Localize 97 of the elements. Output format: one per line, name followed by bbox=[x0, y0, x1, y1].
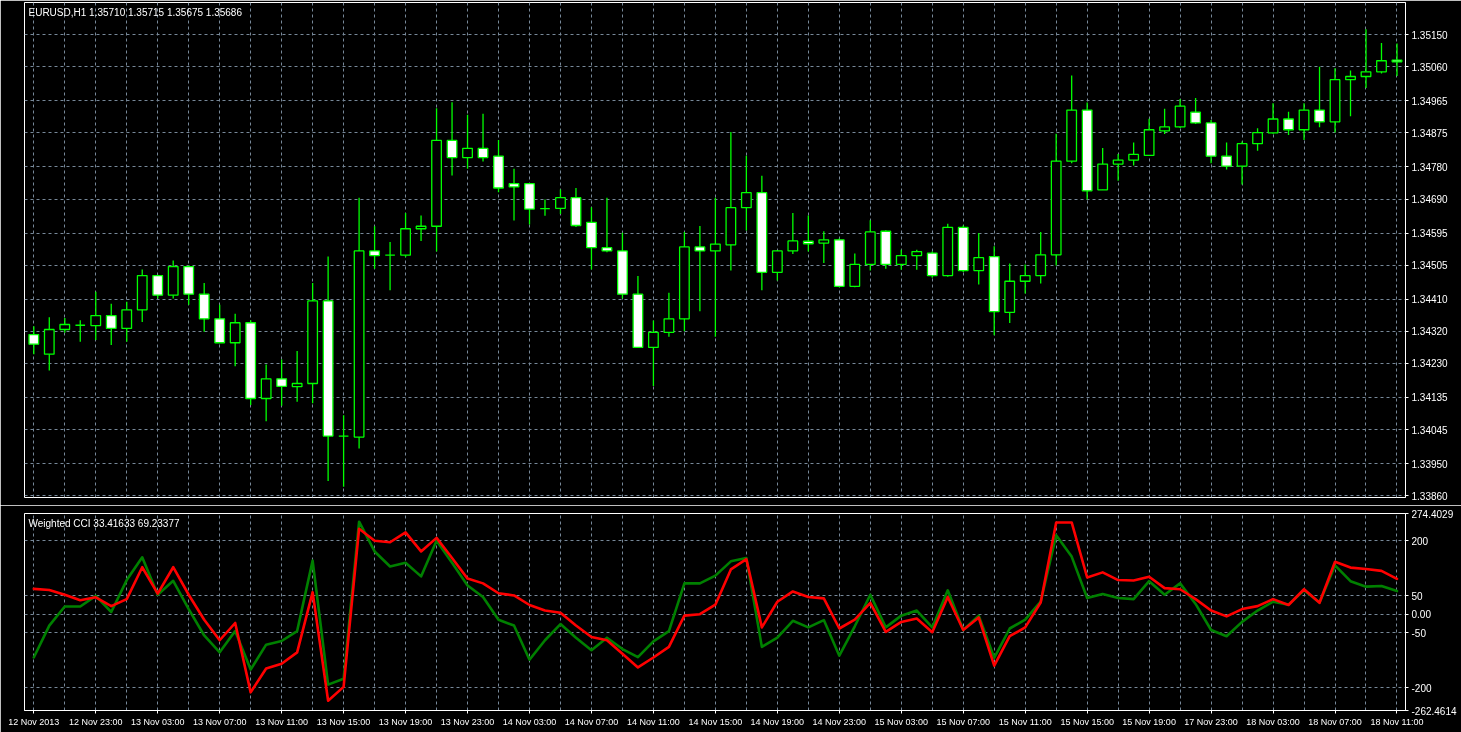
candlestick bbox=[1376, 42, 1387, 75]
x-tick-label: 13 Nov 15:00 bbox=[316, 716, 371, 727]
x-tick-label: 14 Nov 03:00 bbox=[502, 716, 557, 727]
candlestick bbox=[1190, 97, 1202, 125]
x-tick-label: 15 Nov 11:00 bbox=[998, 716, 1052, 727]
candlestick bbox=[663, 292, 675, 338]
candlestick bbox=[849, 252, 861, 288]
y-tick-label: 1.34230 bbox=[1411, 358, 1449, 370]
candlestick bbox=[818, 230, 830, 264]
candlestick bbox=[1236, 140, 1248, 186]
candlestick bbox=[1391, 42, 1403, 77]
y-tick-label: 1.34045 bbox=[1411, 424, 1449, 436]
y-tick-label: 1.34595 bbox=[1411, 228, 1449, 240]
candlestick bbox=[709, 196, 721, 338]
candlestick bbox=[260, 363, 272, 423]
y-tick-label: 1.34965 bbox=[1411, 95, 1449, 107]
candlestick bbox=[1174, 98, 1186, 129]
candlestick bbox=[601, 196, 613, 253]
x-tick-label: 12 Nov 23:00 bbox=[68, 716, 123, 727]
candlestick bbox=[462, 114, 473, 170]
candlestick bbox=[926, 250, 938, 279]
x-tick-label: 13 Nov 19:00 bbox=[378, 716, 433, 727]
x-tick-label: 15 Nov 15:00 bbox=[1060, 716, 1114, 727]
candlestick bbox=[1252, 127, 1264, 152]
candlestick bbox=[555, 188, 566, 215]
y-tick-label: -262.4614 bbox=[1411, 705, 1457, 717]
candlestick bbox=[1128, 141, 1140, 167]
x-tick-label: 18 Nov 11:00 bbox=[1370, 716, 1424, 727]
candlestick bbox=[291, 350, 303, 403]
candlestick bbox=[787, 212, 799, 255]
x-tick-label: 14 Nov 23:00 bbox=[812, 716, 867, 727]
candlestick bbox=[1019, 263, 1031, 295]
candlestick bbox=[1035, 231, 1047, 285]
x-tick-label: 17 Nov 23:00 bbox=[1184, 716, 1238, 727]
y-tick-label: 1.34875 bbox=[1411, 127, 1449, 139]
chart-title: EURUSD,H1 1.35710 1.35715 1.35675 1.35686 bbox=[28, 6, 243, 18]
y-tick-label: 1.34135 bbox=[1411, 392, 1449, 404]
x-tick-label: 13 Nov 11:00 bbox=[255, 716, 309, 727]
x-tick-label: 18 Nov 03:00 bbox=[1246, 716, 1300, 727]
candlestick bbox=[1112, 153, 1124, 182]
x-tick-label: 15 Nov 19:00 bbox=[1122, 716, 1176, 727]
x-tick-label: 13 Nov 07:00 bbox=[192, 716, 247, 727]
candlestick bbox=[1221, 141, 1233, 171]
y-tick-label: 1.33860 bbox=[1411, 490, 1449, 502]
candlestick bbox=[214, 304, 226, 344]
candlestick bbox=[694, 225, 706, 312]
candlestick bbox=[276, 358, 288, 407]
candlestick bbox=[229, 313, 241, 367]
x-tick-label: 14 Nov 19:00 bbox=[750, 716, 805, 727]
candlestick bbox=[508, 168, 520, 222]
y-tick-label: 1.35060 bbox=[1411, 61, 1449, 73]
y-tick-label: 200 bbox=[1411, 535, 1429, 547]
y-tick-label: 274.4029 bbox=[1411, 508, 1454, 520]
candlestick bbox=[1298, 102, 1310, 141]
candlestick bbox=[895, 249, 907, 271]
candlestick bbox=[1345, 69, 1356, 117]
candlestick bbox=[1360, 28, 1372, 89]
candlestick bbox=[384, 241, 396, 291]
x-tick-label: 15 Nov 03:00 bbox=[874, 716, 929, 727]
y-tick-label: 1.34690 bbox=[1411, 194, 1449, 206]
x-tick-label: 13 Nov 03:00 bbox=[130, 716, 185, 727]
y-tick-label: -200 bbox=[1411, 682, 1432, 694]
x-tick-label: 14 Nov 15:00 bbox=[688, 716, 743, 727]
candlestick bbox=[771, 249, 783, 282]
y-tick-label: 1.34780 bbox=[1411, 161, 1449, 173]
candlestick bbox=[539, 198, 551, 217]
candlestick bbox=[911, 249, 923, 271]
candlestick bbox=[28, 325, 40, 355]
candlestick bbox=[973, 232, 985, 286]
y-tick-label: 50 bbox=[1411, 590, 1424, 602]
candlestick bbox=[105, 303, 117, 346]
x-tick-label: 14 Nov 11:00 bbox=[626, 716, 680, 727]
y-tick-label: 0.00 bbox=[1411, 609, 1432, 621]
candlestick bbox=[1314, 66, 1325, 128]
y-tick-label: 1.35150 bbox=[1411, 29, 1449, 41]
chart-title: Weighted CCI 33.41633 69.23377 bbox=[28, 517, 180, 529]
candlestick bbox=[647, 319, 659, 387]
candlestick bbox=[1267, 102, 1279, 135]
y-tick-label: 1.33950 bbox=[1411, 458, 1449, 470]
candlestick bbox=[338, 414, 350, 488]
candlestick bbox=[74, 319, 86, 343]
x-tick-label: 14 Nov 07:00 bbox=[564, 716, 619, 727]
x-tick-label: 13 Nov 23:00 bbox=[440, 716, 495, 727]
candlestick bbox=[121, 300, 133, 343]
x-tick-label: 18 Nov 07:00 bbox=[1308, 716, 1362, 727]
candlestick bbox=[1159, 108, 1171, 135]
y-tick-label: 1.34410 bbox=[1411, 294, 1449, 306]
x-tick-label: 12 Nov 2013 bbox=[8, 716, 60, 727]
y-tick-label: 1.34320 bbox=[1411, 326, 1449, 338]
candlestick bbox=[369, 225, 381, 270]
y-tick-label: 1.34505 bbox=[1411, 260, 1449, 272]
candlestick bbox=[446, 101, 458, 177]
x-tick-label: 15 Nov 07:00 bbox=[936, 716, 991, 727]
y-tick-label: -50 bbox=[1411, 627, 1427, 639]
candlestick bbox=[90, 290, 102, 341]
candlestick bbox=[1283, 111, 1294, 136]
candlestick bbox=[740, 155, 752, 232]
